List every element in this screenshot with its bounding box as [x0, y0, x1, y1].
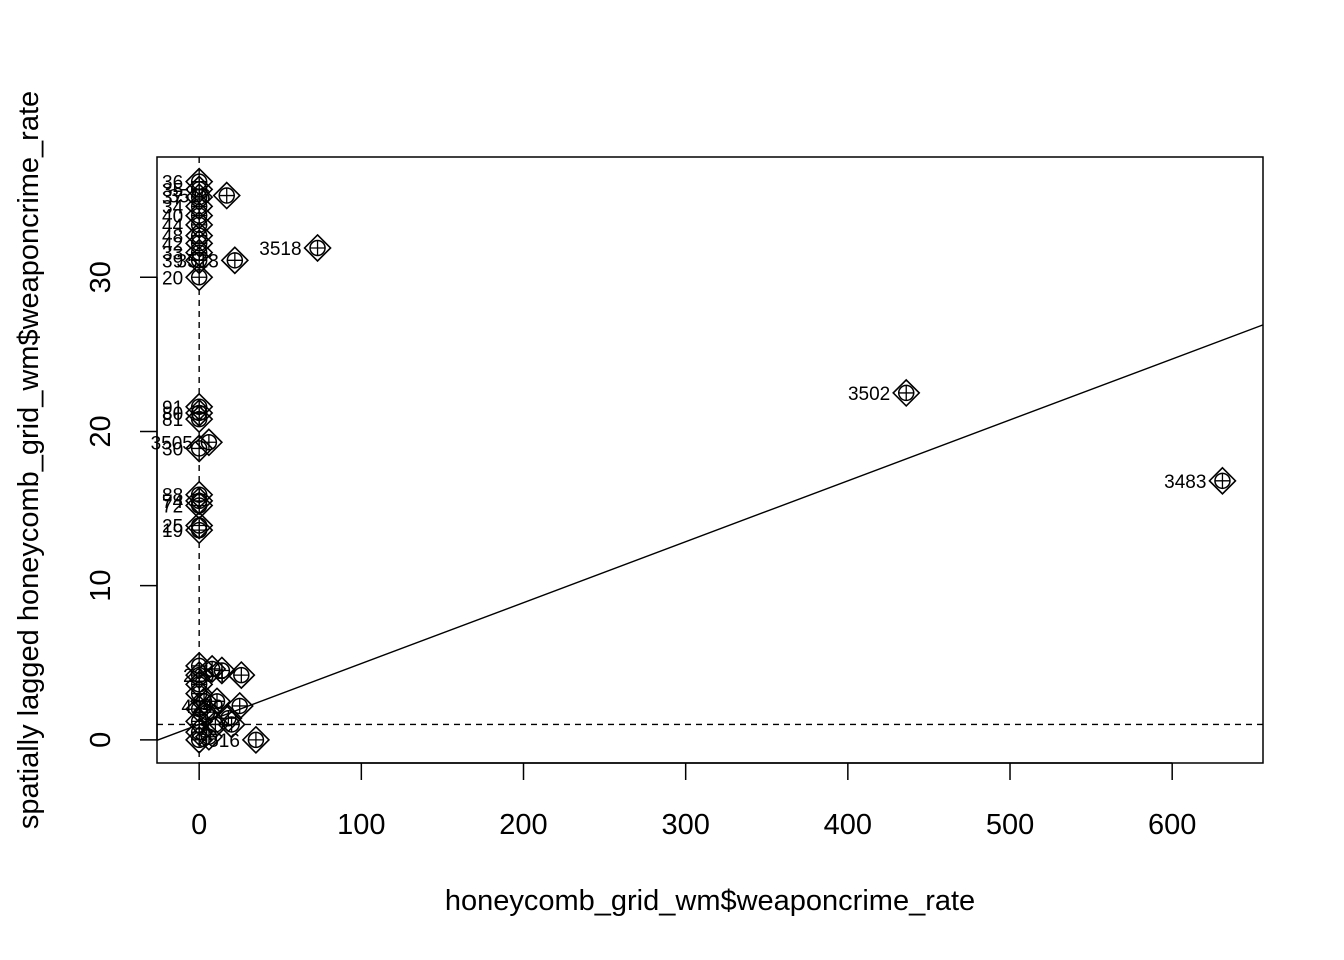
- x-tick-label: 500: [986, 809, 1034, 841]
- point-label: 37: [162, 188, 183, 209]
- x-axis-title: honeycomb_grid_wm$weaponcrime_rate: [445, 885, 975, 917]
- x-tick-label: 300: [661, 809, 709, 841]
- point-label: 3502: [848, 384, 890, 405]
- y-tick-label: 0: [85, 732, 117, 748]
- y-tick-label: 20: [85, 415, 117, 447]
- point-label: 88: [162, 486, 183, 507]
- data-point: 3502: [848, 378, 921, 408]
- x-tick-label: 200: [499, 809, 547, 841]
- point-diamond: [217, 710, 246, 739]
- x-tick-label: 100: [337, 809, 385, 841]
- point-label: 35: [162, 180, 183, 201]
- point-diamond: [185, 725, 214, 755]
- data-point: [217, 710, 246, 739]
- point-diamond: [303, 233, 332, 263]
- point-label: 39: [162, 251, 183, 272]
- point-diamond: [185, 511, 214, 540]
- x-axis: 0 100 200 300 400 500 600: [191, 762, 1196, 841]
- point-diamond: [1208, 466, 1237, 495]
- data-point: 20: [162, 263, 214, 292]
- point-label: 20: [162, 268, 183, 289]
- data-point: 3483: [1164, 466, 1237, 495]
- point-label: 74: [162, 492, 184, 513]
- y-axis-title: spatially lagged honeycomb_grid_wm$weapo…: [13, 91, 45, 829]
- point-diamond: [198, 654, 227, 684]
- data-points: 3635373516344044484233393513203518918081…: [151, 167, 1237, 755]
- data-point: 3518: [259, 233, 332, 263]
- point-label: 3518: [259, 239, 301, 260]
- point-label: 19: [162, 521, 183, 542]
- point-diamond: [185, 486, 214, 515]
- point-diamond: [185, 434, 214, 463]
- point-label: 91: [162, 398, 183, 419]
- point-label: 25: [162, 517, 183, 538]
- y-tick-label: 10: [85, 570, 117, 602]
- data-point: 3516: [168, 181, 241, 210]
- point-diamond: [892, 378, 921, 408]
- point-label: 44: [162, 216, 184, 237]
- point-diamond: [212, 181, 241, 210]
- regression-line-group: [156, 324, 1264, 741]
- data-point: [207, 656, 236, 685]
- point-label: 48: [162, 227, 183, 248]
- x-tick-label: 0: [191, 809, 207, 841]
- regression-line: [156, 324, 1264, 741]
- point-diamond: [185, 405, 214, 434]
- point-diamond: [220, 246, 249, 275]
- data-point: 42: [162, 229, 214, 258]
- data-point: 3516: [198, 725, 271, 755]
- data-point: 30: [162, 434, 214, 463]
- point-label: 3505: [151, 433, 193, 454]
- data-point: 3513: [177, 246, 249, 275]
- point-diamond: [207, 656, 236, 685]
- point-diamond: [185, 516, 214, 545]
- point-diamond: [241, 725, 271, 755]
- point-diamond: [194, 428, 224, 457]
- data-point: 81: [162, 405, 214, 434]
- point-label: 80: [162, 404, 183, 425]
- point-label: 30: [162, 439, 183, 460]
- point-label: 34: [162, 197, 184, 218]
- point-label: 33: [162, 244, 183, 265]
- data-point: 3505: [151, 428, 224, 457]
- y-axis: 0 10 20 30: [85, 261, 158, 748]
- point-label: 36: [162, 173, 183, 194]
- point-label: 72: [162, 496, 183, 517]
- point-label: 42: [162, 234, 183, 255]
- point-diamond: [185, 263, 214, 292]
- y-tick-label: 30: [85, 261, 117, 293]
- point-label: 3516: [168, 187, 210, 208]
- data-point: 19: [162, 516, 214, 545]
- data-point: [185, 725, 214, 755]
- point-label: 3483: [1164, 472, 1206, 493]
- point-label: 3513: [177, 251, 219, 272]
- x-tick-label: 400: [824, 809, 872, 841]
- point-label: 40: [162, 207, 183, 228]
- x-tick-label: 600: [1148, 809, 1196, 841]
- point-diamond: [227, 660, 256, 690]
- point-label: 81: [162, 410, 183, 431]
